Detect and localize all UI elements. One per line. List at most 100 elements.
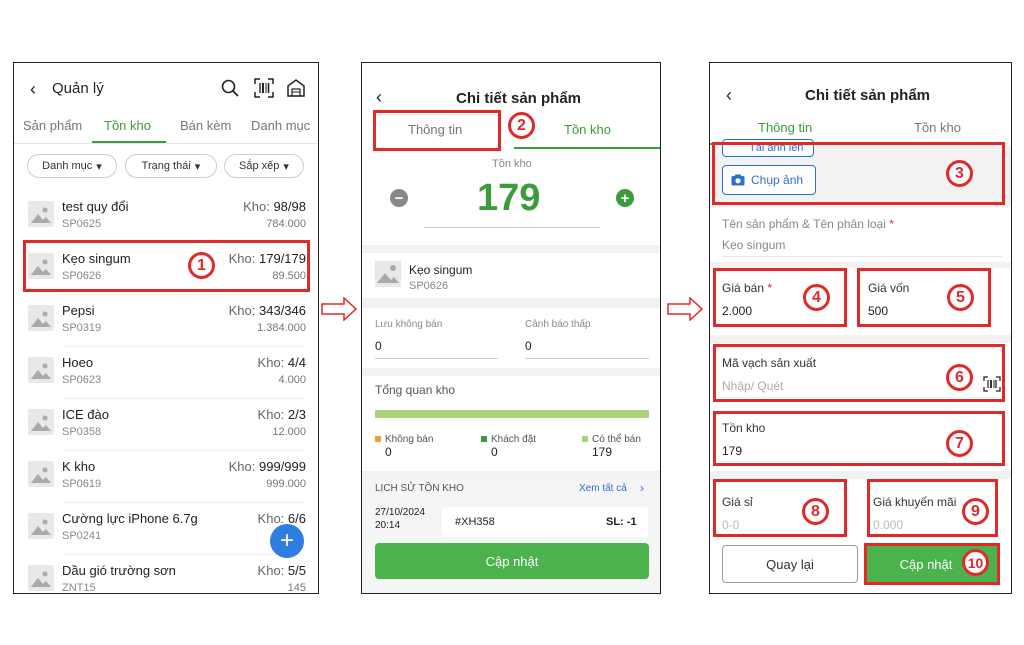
product-row[interactable]: Dầu gió trường sơn ZNT15 Kho: 5/5 145	[14, 555, 318, 593]
caret-down-icon: ▾	[283, 160, 289, 173]
image-placeholder-icon	[31, 415, 51, 431]
stock-count: 6/6	[287, 511, 306, 526]
tab-category[interactable]: Danh mục	[251, 118, 311, 133]
field-underline	[722, 256, 1002, 257]
warehouse-icon[interactable]	[286, 78, 306, 98]
see-all-link[interactable]: Xem tất cả	[579, 483, 627, 494]
tab-products[interactable]: Sản phẩm	[23, 118, 83, 133]
product-name: ICE đào	[62, 407, 109, 422]
take-photo-button[interactable]: Chụp ảnh	[722, 165, 816, 195]
product-name: Pepsi	[62, 303, 95, 318]
page-title: Chi tiết sản phẩm	[456, 90, 582, 107]
tab-inventory[interactable]: Tồn kho	[564, 122, 611, 137]
screen-product-detail-info: ‹ Chi tiết sản phẩm Thông tin Tồn kho Tả…	[709, 62, 1012, 594]
product-stock: Kho: 2/3	[258, 407, 306, 422]
product-name: test quy đổi	[62, 199, 129, 214]
search-icon[interactable]	[221, 79, 239, 97]
hold-not-for-sale-value[interactable]: 0	[375, 339, 382, 353]
highlight-cost-price	[857, 268, 991, 327]
back-icon[interactable]: ‹	[30, 79, 36, 99]
required-mark: *	[767, 281, 773, 295]
barcode-input[interactable]: Nhập/ Quét	[722, 379, 784, 393]
barcode-scan-icon[interactable]	[983, 376, 1001, 392]
sell-price-input[interactable]: 2.000	[722, 304, 753, 318]
chevron-right-icon[interactable]: ›	[640, 481, 644, 495]
product-price: 4.000	[278, 374, 306, 386]
caret-down-icon: ▾	[194, 160, 201, 173]
camera-icon	[731, 174, 745, 186]
page-title: Chi tiết sản phẩm	[805, 87, 931, 104]
decrease-stock-button[interactable]: −	[390, 189, 408, 207]
highlight-sell-price	[713, 268, 847, 327]
highlight-stock	[713, 411, 1005, 466]
section-spacer	[362, 368, 660, 376]
filter-sort[interactable]: Sắp xếp ▾	[224, 154, 304, 178]
tab-info[interactable]: Thông tin	[758, 120, 813, 135]
image-placeholder-icon	[31, 519, 51, 535]
highlight-image-upload	[712, 142, 1005, 205]
filter-category[interactable]: Danh mục ▾	[27, 154, 117, 178]
product-thumbnail	[28, 201, 54, 227]
product-name-value[interactable]: Kẹo singum	[722, 238, 786, 252]
product-code: SP0358	[62, 426, 102, 438]
product-thumbnail	[28, 253, 54, 279]
product-name-label: Tên sản phẩm & Tên phân loại *	[722, 217, 894, 231]
highlight-wholesale-price	[713, 479, 847, 537]
product-row[interactable]: K kho SP0619 Kho: 999/999 999.000	[14, 451, 318, 503]
history-entry-card[interactable]	[442, 507, 648, 537]
legend-dot-lightgreen	[582, 436, 588, 443]
history-date: 27/10/2024	[375, 507, 426, 518]
filter-status[interactable]: Trạng thái ▾	[125, 154, 217, 178]
product-thumbnail	[28, 461, 54, 487]
product-stock: Kho: 343/346	[229, 303, 306, 318]
product-row[interactable]: test quy đổi SP0625 Kho: 98/98 784.000	[14, 191, 318, 243]
product-stock: Kho: 98/98	[243, 199, 306, 214]
active-tab-indicator	[514, 147, 660, 149]
product-row[interactable]: Hoeo SP0623 Kho: 4/4 4.000	[14, 347, 318, 399]
stock-count: 5/5	[287, 563, 306, 578]
back-icon[interactable]: ‹	[376, 87, 382, 107]
product-row[interactable]: Cường lực iPhone 6.7g SP0241 Kho: 6/6	[14, 503, 318, 555]
increase-stock-button[interactable]: +	[616, 189, 634, 207]
section-spacer	[710, 262, 1011, 268]
promo-price-input[interactable]: 0.000	[873, 518, 904, 532]
stock-prefix: Kho:	[228, 459, 256, 474]
tab-info[interactable]: Thông tin	[408, 122, 463, 137]
annotation-badge-10: 10	[962, 549, 989, 576]
row-divider	[62, 450, 306, 451]
stock-count: 98/98	[273, 199, 306, 214]
barcode-scan-icon[interactable]	[254, 78, 274, 98]
legend-label: Không bán	[385, 434, 434, 445]
wholesale-price-label: Giá sỉ	[722, 495, 753, 509]
tab-bundled[interactable]: Bán kèm	[180, 118, 232, 133]
back-button[interactable]: Quay lại	[722, 545, 858, 583]
legend-not-for-sale: Không bán 0	[375, 434, 433, 459]
stock-input[interactable]: 179	[722, 444, 743, 458]
take-photo-label: Chụp ảnh	[751, 173, 804, 187]
legend-customer-ordered: Khách đặt 0	[481, 434, 536, 459]
low-stock-warning-value[interactable]: 0	[525, 339, 532, 353]
barcode-label: Mã vạch sản xuất	[722, 356, 817, 370]
inventory-overview-bar	[375, 410, 649, 418]
divider	[14, 143, 318, 144]
product-row[interactable]: Kẹo singum SP0626 Kho: 179/179 89.500	[14, 243, 318, 295]
filter-status-label: Trạng thái	[141, 160, 191, 172]
update-button[interactable]: Cập nhật	[375, 543, 649, 579]
wholesale-price-input[interactable]: 0-0	[722, 518, 740, 532]
flow-arrow-icon	[321, 297, 357, 321]
annotation-badge-7: 7	[946, 430, 973, 457]
product-row[interactable]: Pepsi SP0319 Kho: 343/346 1.384.000	[14, 295, 318, 347]
product-name: Hoeo	[62, 355, 94, 370]
image-placeholder-icon	[31, 207, 51, 223]
product-row[interactable]: ICE đào SP0358 Kho: 2/3 12.000	[14, 399, 318, 451]
sell-price-label: Giá bán *	[722, 281, 772, 295]
legend-available: Có thể bán 179	[582, 434, 641, 459]
stock-count: 4/4	[287, 355, 306, 370]
tab-inventory[interactable]: Tồn kho	[914, 120, 961, 135]
back-icon[interactable]: ‹	[726, 85, 732, 105]
add-product-button[interactable]: +	[270, 524, 304, 558]
stock-label: Tồn kho	[492, 158, 532, 170]
product-code: SP0625	[62, 218, 102, 230]
cost-price-input[interactable]: 500	[868, 304, 889, 318]
tab-inventory[interactable]: Tồn kho	[104, 118, 151, 133]
